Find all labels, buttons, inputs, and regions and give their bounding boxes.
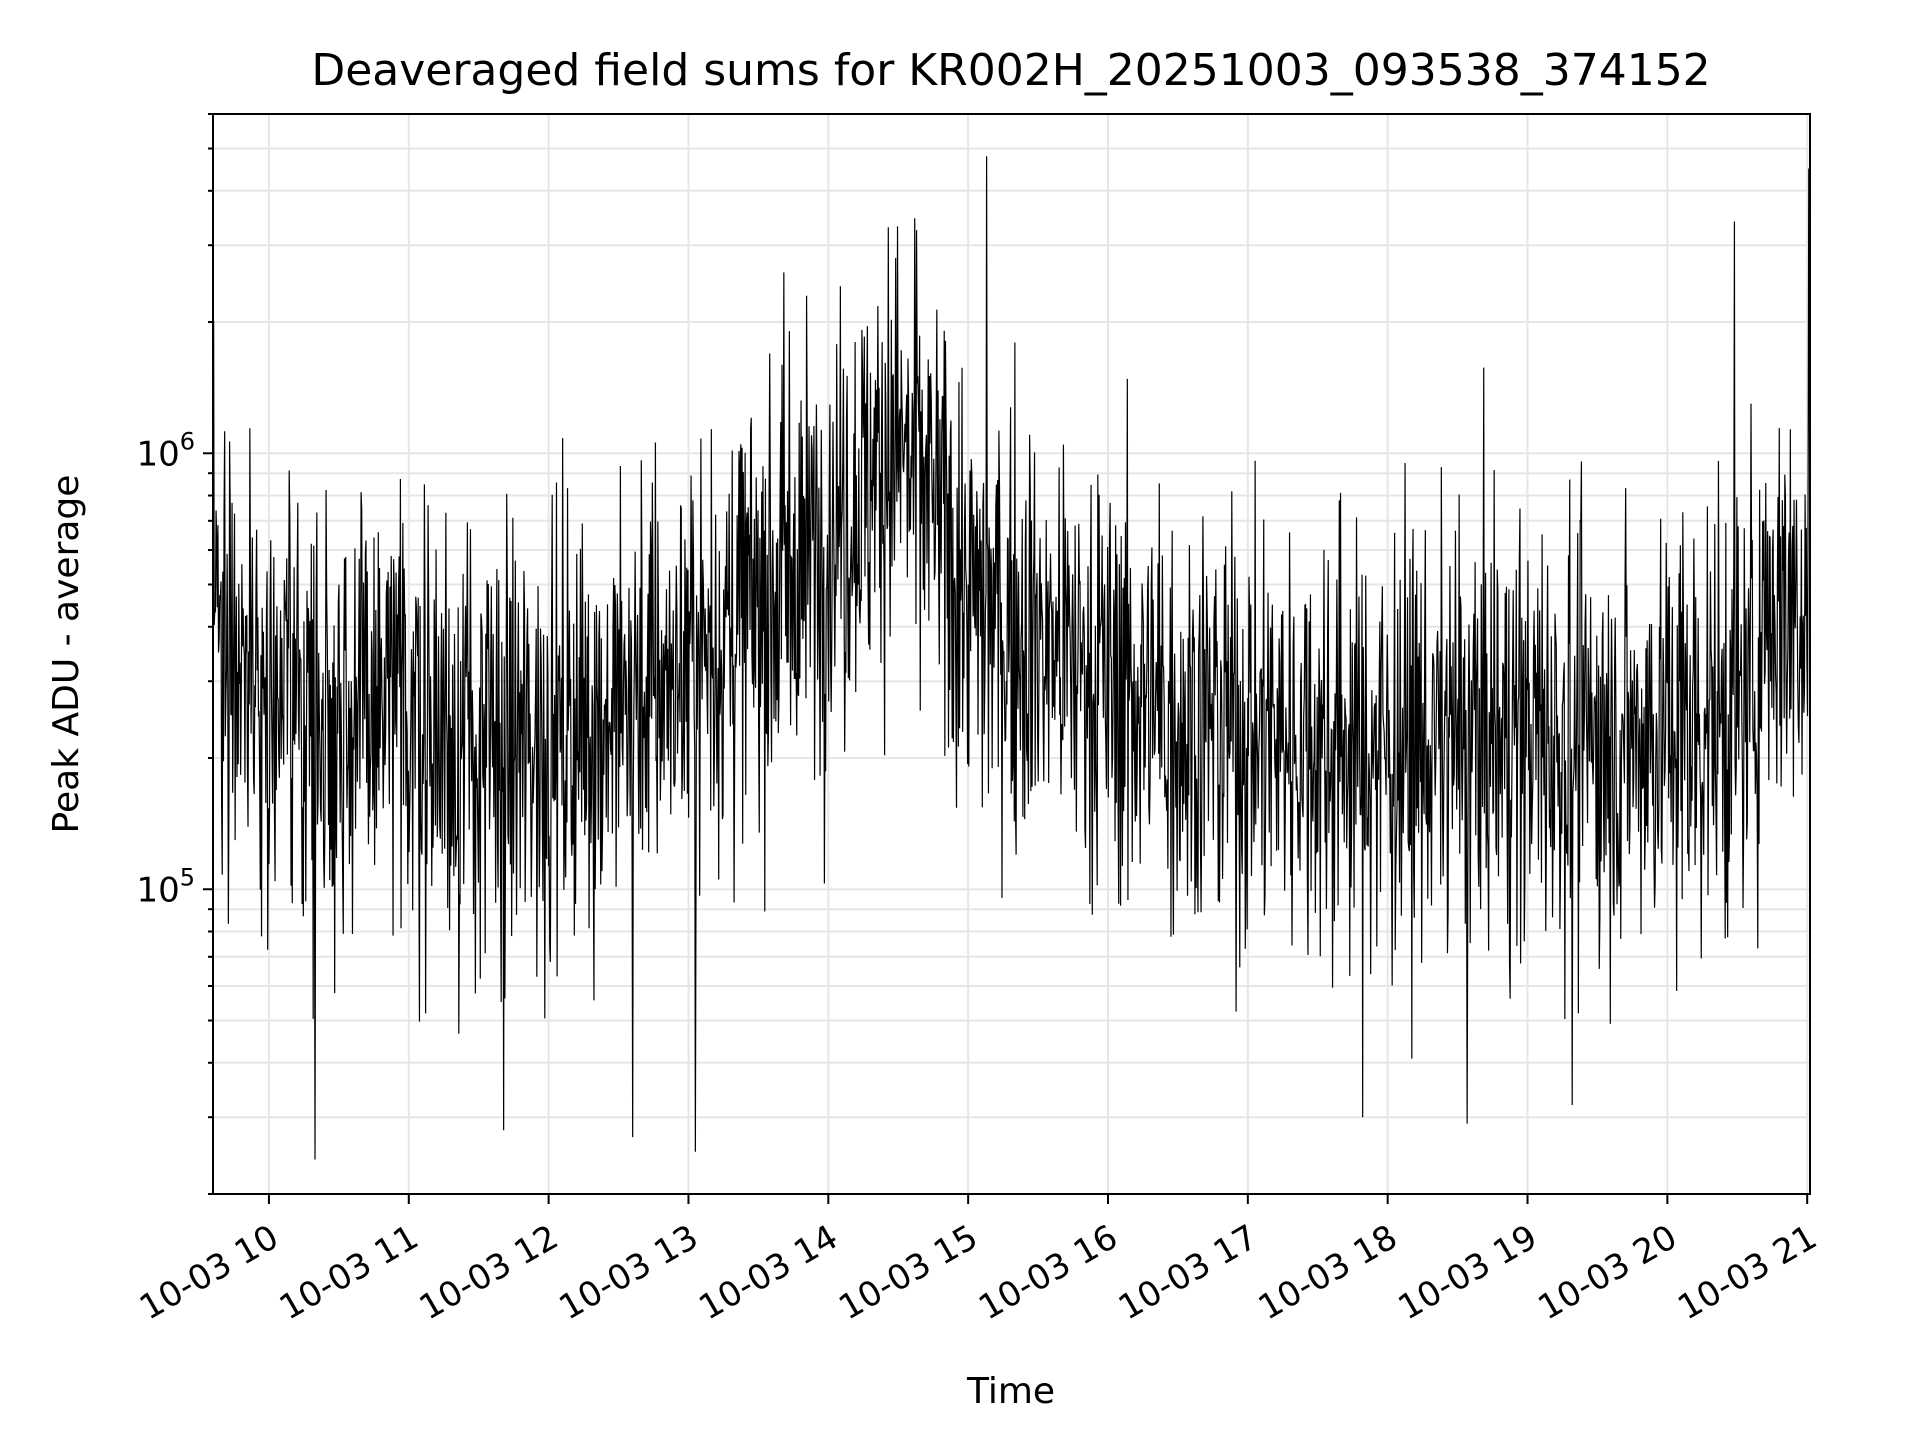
- y-axis-label: Peak ADU - average: [46, 475, 87, 834]
- x-axis-label: Time: [966, 1371, 1055, 1412]
- y-tick-label: 106: [136, 427, 195, 474]
- y-tick-label: 105: [136, 863, 195, 910]
- plot-frame: [212, 113, 1811, 1195]
- chart-title: Deaveraged field sums for KR002H_2025100…: [311, 45, 1710, 96]
- data-series: [212, 156, 1811, 1160]
- series-line: [212, 156, 1811, 1160]
